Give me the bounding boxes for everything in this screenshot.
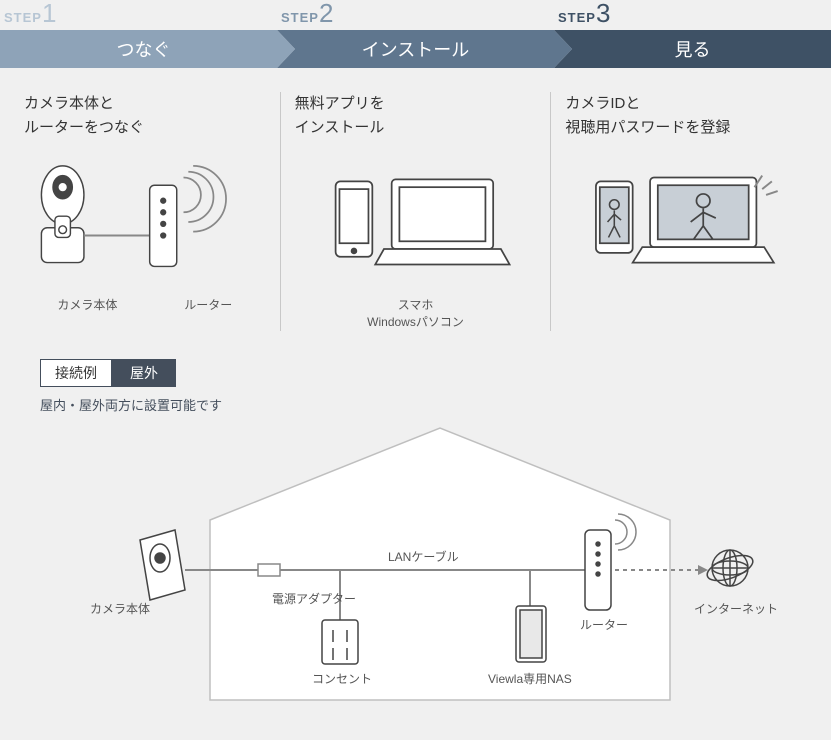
col-1: カメラ本体と ルーターをつなぐ bbox=[10, 92, 280, 331]
col-2-caption: スマホ Windowsパソコン bbox=[295, 297, 537, 331]
step-num: 1 bbox=[42, 0, 57, 28]
infographic-root: STEP1 つなぐ STEP2 インストール STEP3 見る bbox=[0, 0, 831, 740]
step-3-title: 見る bbox=[675, 36, 711, 62]
caption-camera: カメラ本体 bbox=[57, 297, 117, 314]
caption-router: ルーター bbox=[184, 297, 232, 314]
step-num: 2 bbox=[319, 0, 334, 28]
step-2-title: インストール bbox=[362, 36, 470, 62]
caption-pc: Windowsパソコン bbox=[295, 314, 537, 331]
lbl-lan: LANケーブル bbox=[388, 548, 459, 565]
col-1-caption: カメラ本体 ルーター bbox=[24, 297, 266, 314]
col-3: カメラIDと 視聴用パスワードを登録 bbox=[550, 92, 821, 331]
step-prefix: STEP bbox=[558, 10, 596, 25]
step-1-label: STEP1 bbox=[4, 0, 57, 29]
lbl-internet: インターネット bbox=[694, 600, 778, 617]
step-1-title: つなぐ bbox=[117, 36, 171, 62]
lbl-nas: Viewla専用NAS bbox=[488, 670, 572, 687]
tag-right: 屋外 bbox=[112, 359, 176, 387]
step-2-arrow: インストール bbox=[277, 30, 554, 68]
lbl-adapter: 電源アダプター bbox=[272, 590, 356, 607]
col-2: 無料アプリを インストール スマホ Windowsパソコン bbox=[280, 92, 551, 331]
step-1: STEP1 つなぐ bbox=[0, 0, 277, 68]
step-1-arrow: つなぐ bbox=[0, 30, 277, 68]
col-3-heading: カメラIDと 視聴用パスワードを登録 bbox=[565, 92, 807, 142]
step-num: 3 bbox=[596, 0, 611, 28]
tag-left: 接続例 bbox=[40, 359, 112, 387]
lbl-camera: カメラ本体 bbox=[90, 600, 150, 617]
step2-illustration bbox=[295, 156, 537, 286]
step-2: STEP2 インストール bbox=[277, 0, 554, 68]
col-1-heading: カメラ本体と ルーターをつなぐ bbox=[24, 92, 266, 142]
step-3-label: STEP3 bbox=[558, 0, 611, 29]
step-columns: カメラ本体と ルーターをつなぐ bbox=[0, 68, 831, 349]
connection-example: 接続例 屋外 屋内・屋外両方に設置可能です bbox=[0, 349, 831, 740]
step1-illustration bbox=[24, 156, 266, 286]
caption-phone: スマホ bbox=[295, 297, 537, 314]
col-2-heading: 無料アプリを インストール bbox=[295, 92, 537, 142]
house-diagram: カメラ本体 LANケーブル 電源アダプター コンセント Viewla専用NAS … bbox=[40, 420, 780, 720]
step-2-label: STEP2 bbox=[281, 0, 334, 29]
step-prefix: STEP bbox=[4, 10, 42, 25]
step-prefix: STEP bbox=[281, 10, 319, 25]
lbl-router: ルーター bbox=[580, 616, 628, 633]
step-header: STEP1 つなぐ STEP2 インストール STEP3 見る bbox=[0, 0, 831, 68]
step-3-arrow: 見る bbox=[554, 30, 831, 68]
step-3: STEP3 見る bbox=[554, 0, 831, 68]
lbl-outlet: コンセント bbox=[312, 670, 372, 687]
step3-illustration bbox=[565, 156, 807, 286]
connection-subtitle: 屋内・屋外両方に設置可能です bbox=[40, 395, 791, 414]
connection-header: 接続例 屋外 bbox=[40, 359, 791, 387]
